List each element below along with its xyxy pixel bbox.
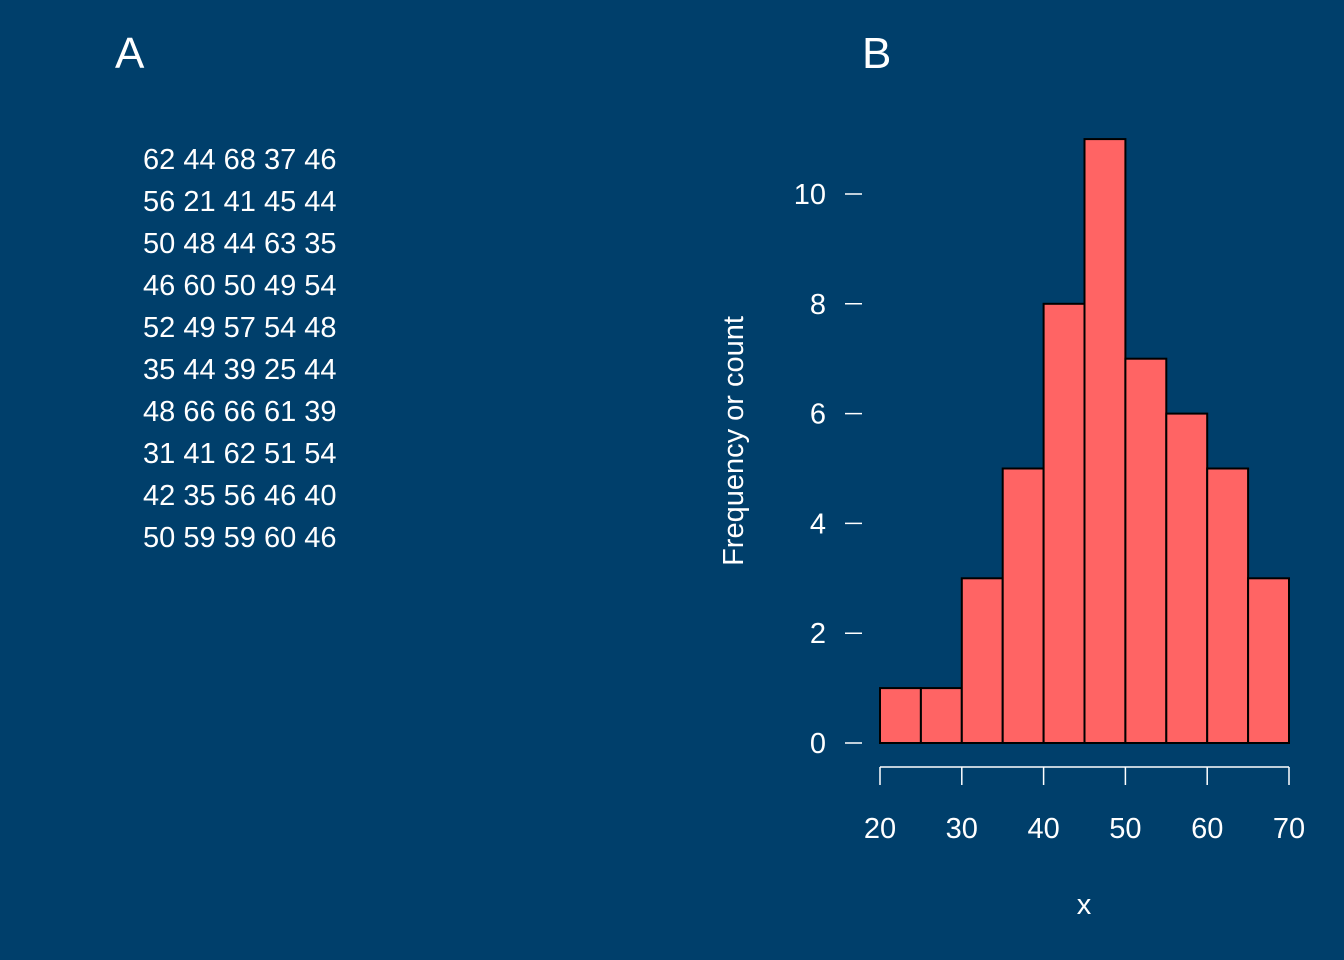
data-row: 31 41 62 51 54 [143,438,337,470]
x-tick-label: 70 [1273,813,1305,845]
x-tick-label: 20 [864,813,896,845]
y-tick-label: 2 [810,618,826,650]
data-row: 56 21 41 45 44 [143,186,337,218]
data-row: 46 60 50 49 54 [143,270,337,302]
panel-a-label: A [115,29,145,78]
data-row: 50 48 44 63 35 [143,228,337,260]
histogram-bar [1042,302,1086,744]
panel-b-label: B [862,29,892,78]
histogram-bar [919,687,963,744]
y-tick-label: 4 [810,508,826,540]
histogram-bar [1165,412,1209,744]
y-axis-title: Frequency or count [718,316,750,566]
data-row: 35 44 39 25 44 [143,354,337,386]
y-tick-label: 6 [810,399,826,431]
x-tick-label: 50 [1109,813,1141,845]
histogram-bar [1247,577,1290,744]
data-row: 52 49 57 54 48 [143,312,337,344]
data-row: 48 66 66 61 39 [143,396,337,428]
histogram-bar [1124,357,1168,744]
raw-data-list: 62 44 68 37 46 56 21 41 45 44 50 48 44 63 … [143,139,337,559]
histogram-bar [879,687,922,744]
data-row: 50 59 59 60 46 [143,522,337,554]
x-axis-title: x [1077,889,1092,921]
x-tick-label: 40 [1027,813,1059,845]
y-tick-label: 0 [810,728,826,760]
histogram-bar [1083,138,1127,745]
x-tick-label: 60 [1191,813,1223,845]
data-row: 62 44 68 37 46 [143,144,337,176]
x-tick-label: 30 [946,813,978,845]
data-row: 42 35 56 46 40 [143,480,337,512]
y-tick-label: 8 [810,289,826,321]
histogram-bar [960,577,1004,744]
histogram-bar [1206,467,1250,744]
y-tick-label: 10 [794,179,826,211]
histogram-bar [1001,467,1045,744]
